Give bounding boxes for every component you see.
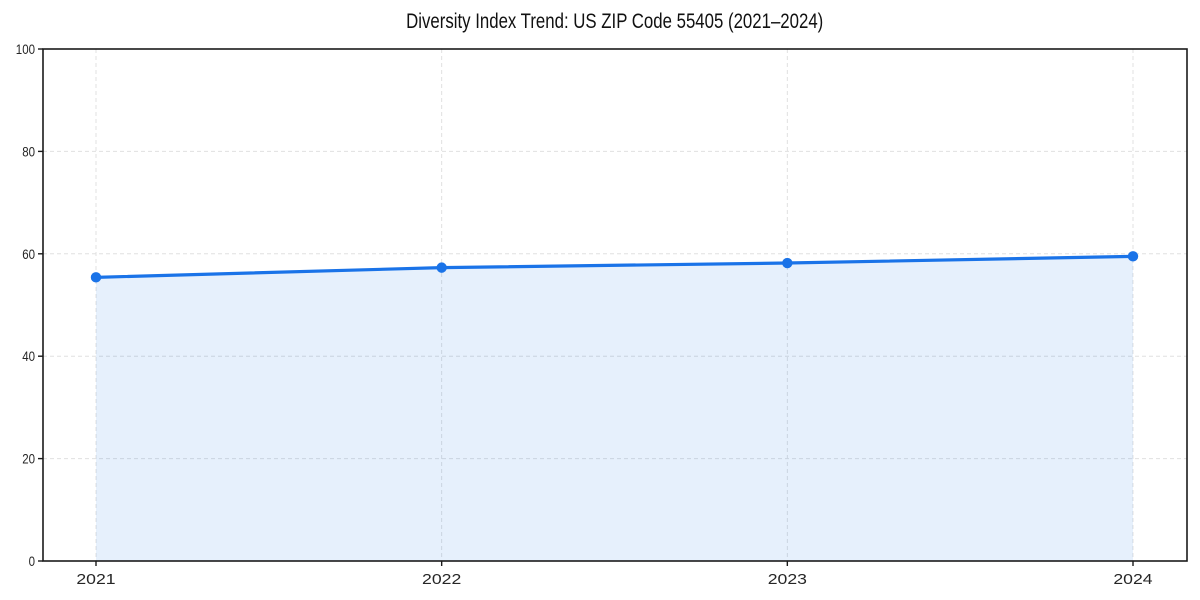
trend-line — [94, 254, 1135, 279]
area-fill — [96, 256, 1133, 561]
y-tick-label: 40 — [22, 348, 35, 364]
plot-frame — [42, 48, 1188, 562]
y-tick-label: 80 — [22, 143, 35, 159]
x-tick-label: 2021 — [76, 571, 115, 588]
data-point-2024 — [1127, 251, 1139, 262]
y-tick-label: 100 — [16, 41, 35, 57]
x-tick-label: 2022 — [422, 571, 461, 588]
y-tick-label: 0 — [29, 553, 36, 569]
chart-title-text: Diversity Index Trend: US ZIP Code 55405… — [406, 10, 824, 33]
x-tick-label: 2024 — [1113, 571, 1152, 588]
chart-title: Diversity Index Trend: US ZIP Code 55405… — [43, 10, 1187, 34]
y-tick-label: 60 — [22, 246, 35, 262]
data-point-2022 — [436, 262, 447, 273]
x-tick-label: 2023 — [768, 571, 807, 588]
data-point-2023 — [782, 257, 793, 269]
data-point-2021 — [90, 272, 102, 283]
y-tick-label: 20 — [22, 451, 35, 467]
